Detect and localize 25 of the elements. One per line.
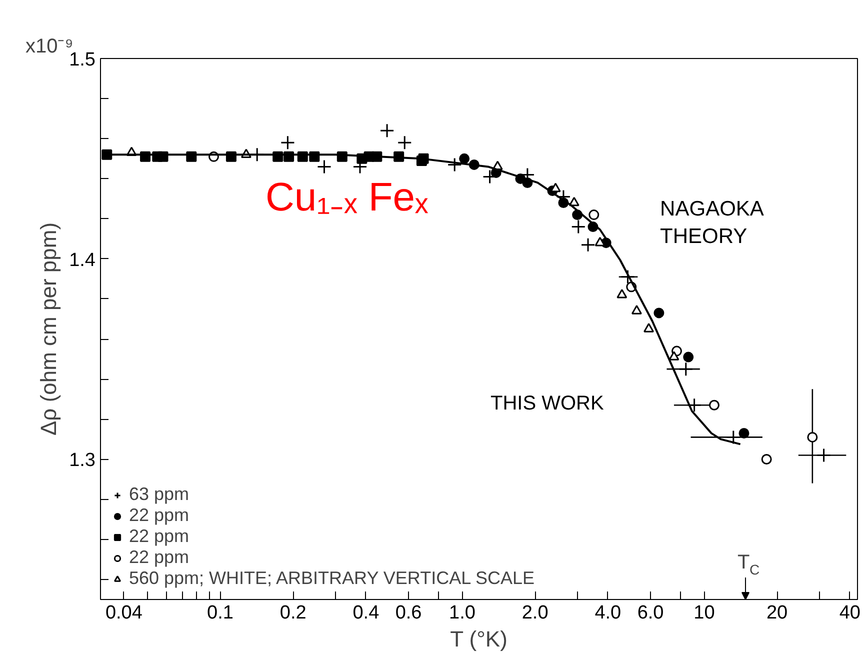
legend-label: 22 ppm bbox=[129, 547, 190, 568]
legend-label: 22 ppm bbox=[129, 505, 190, 526]
x-tick-label: 6.0 bbox=[637, 602, 664, 624]
x-tick-label: 0.2 bbox=[280, 602, 306, 624]
y-tick-label: 1.5 bbox=[69, 50, 96, 70]
annotation: THIS WORK bbox=[490, 392, 604, 414]
x-tick-label: 1.0 bbox=[449, 602, 476, 624]
y-tick-label: 1.4 bbox=[69, 250, 96, 271]
legend-label: 63 ppm bbox=[129, 484, 190, 505]
x-tick-label: 0.6 bbox=[395, 602, 422, 624]
x-tick-label: 0.04 bbox=[105, 602, 143, 624]
x-axis-title: T (°K) bbox=[450, 626, 508, 652]
x-tick-label: 0.4 bbox=[352, 602, 380, 624]
annotation: Cu₁₋ₓ Feₓ bbox=[266, 176, 430, 220]
x-tick-label: 4.0 bbox=[594, 602, 622, 624]
legend-label: 560 ppm; WHITE; ARBITRARY VERTICAL SCALE bbox=[129, 568, 534, 589]
x-tick-label: 2.0 bbox=[522, 602, 548, 624]
x-tick-label: 0.1 bbox=[207, 602, 234, 624]
x-tick-label: 10 bbox=[694, 602, 715, 624]
x-tick-label: 20 bbox=[766, 602, 788, 624]
legend-label: 22 ppm bbox=[129, 526, 190, 547]
x-tick-label: 40 bbox=[839, 602, 860, 624]
y-tick-label: 1.3 bbox=[69, 450, 96, 472]
y-axis-title: Δρ (ohm cm per ppm) bbox=[36, 222, 62, 436]
series-label: NAGAOKA THEORY bbox=[660, 197, 764, 248]
